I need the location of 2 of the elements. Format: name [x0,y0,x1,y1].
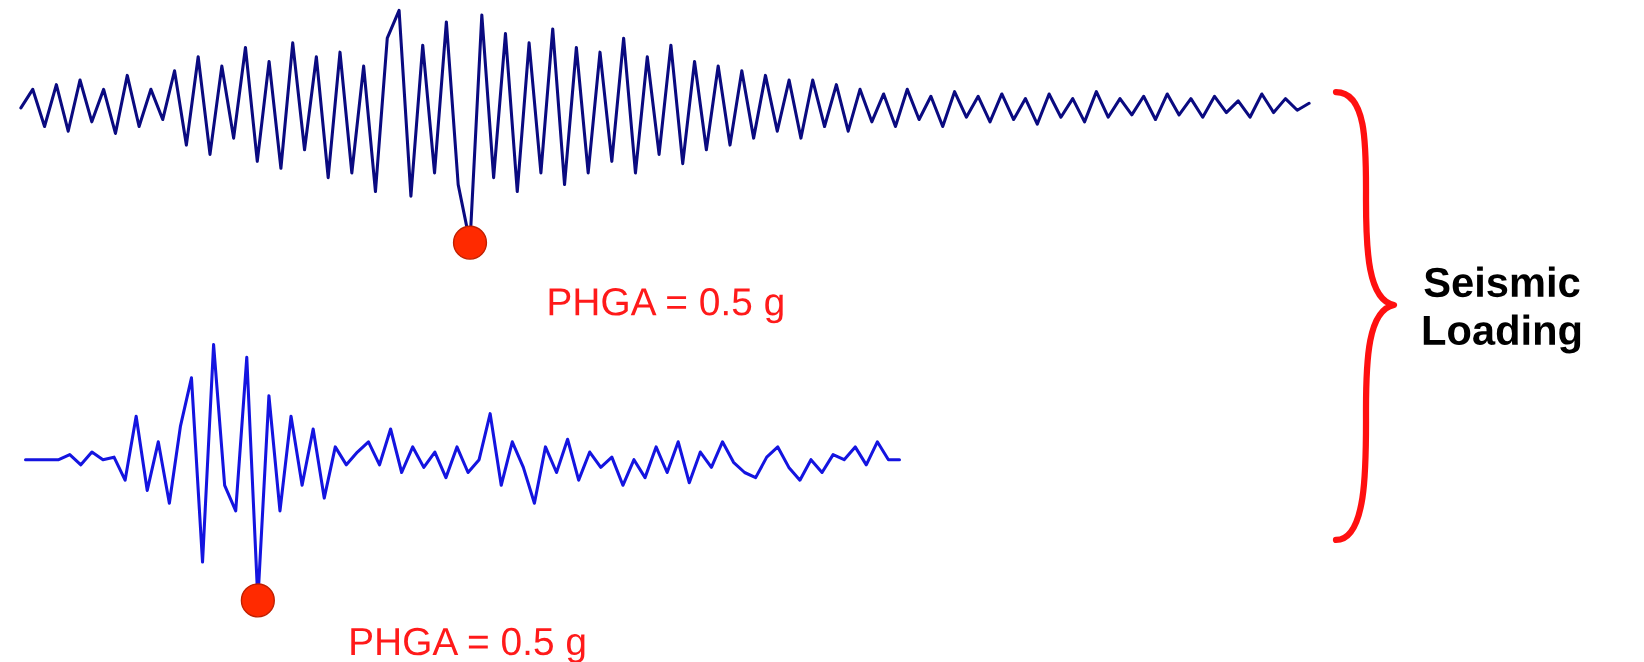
text: PHGA = 0.5 g [549,288,783,324]
text: Seismic Loading [1423,266,1581,354]
